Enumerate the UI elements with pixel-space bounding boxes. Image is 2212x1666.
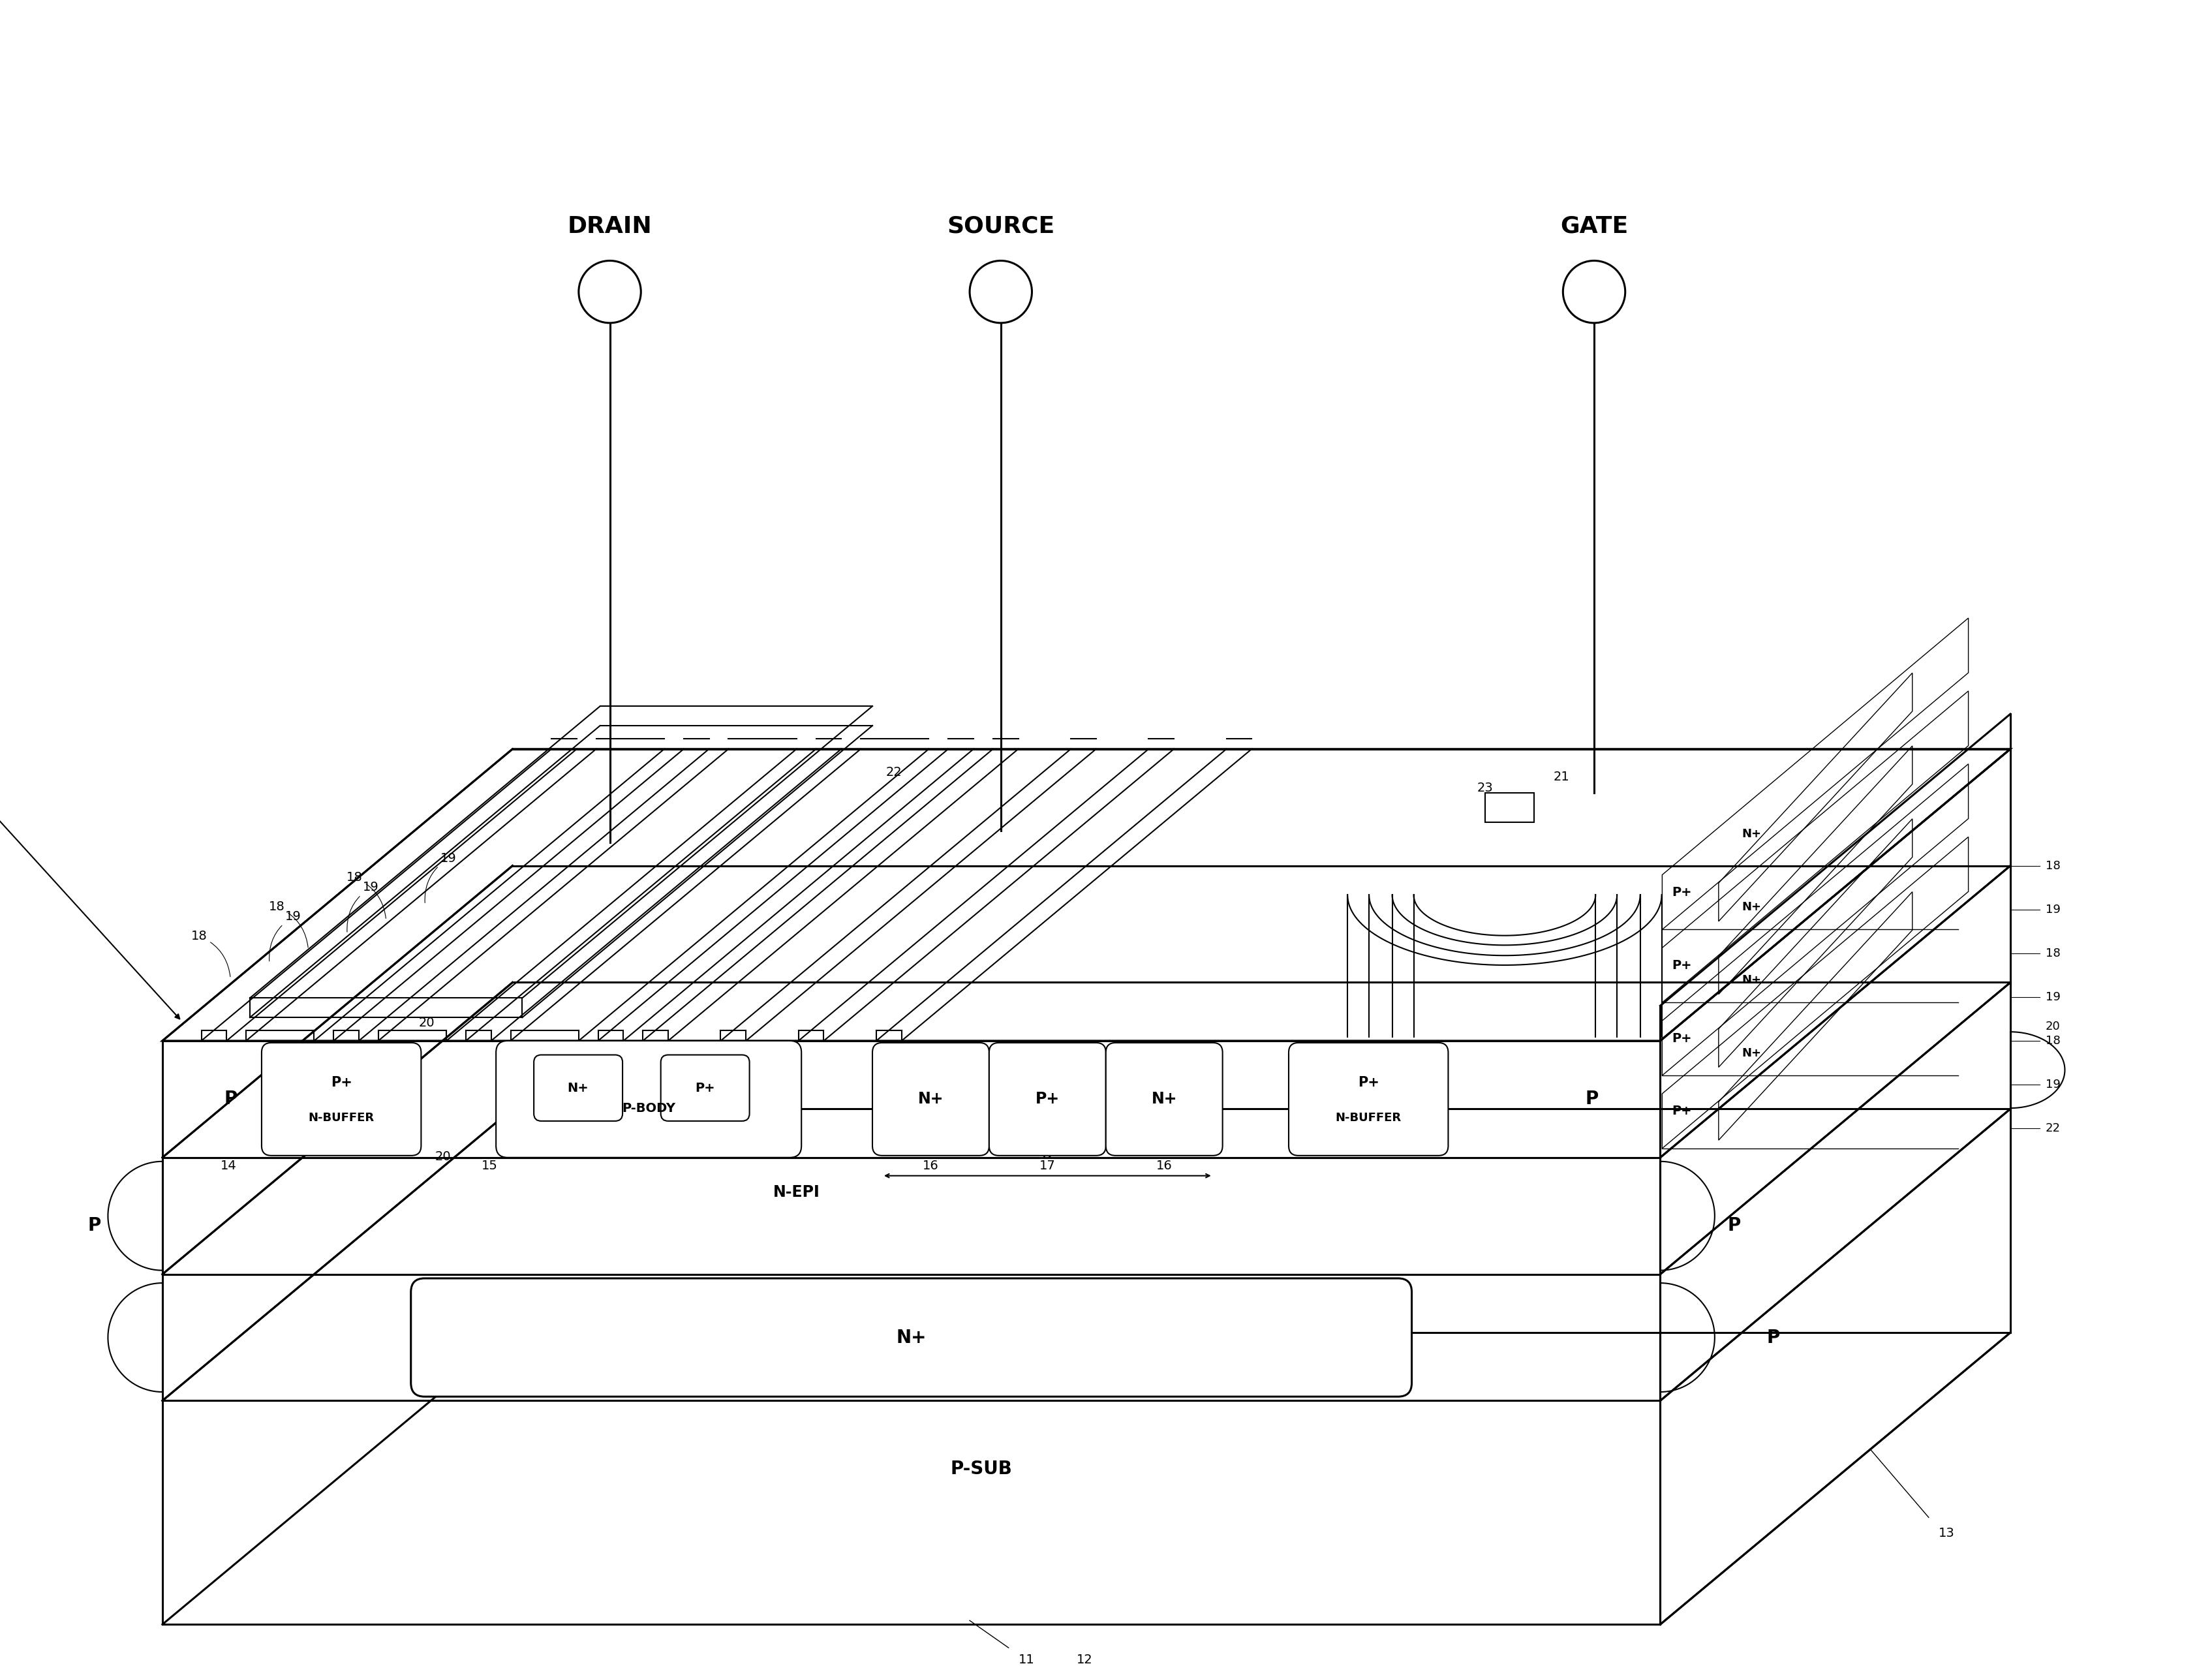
FancyBboxPatch shape — [533, 1055, 622, 1121]
FancyBboxPatch shape — [661, 1055, 750, 1121]
Text: 18: 18 — [190, 930, 230, 976]
FancyBboxPatch shape — [872, 1043, 989, 1156]
Text: 19: 19 — [2046, 903, 2059, 915]
Text: P+: P+ — [1035, 1091, 1060, 1106]
Text: GATE: GATE — [1559, 215, 1628, 237]
Text: 23: 23 — [1478, 781, 1493, 795]
Text: P+: P+ — [1672, 960, 1692, 971]
Text: P+: P+ — [330, 1076, 352, 1090]
Text: 21: 21 — [1553, 771, 1568, 783]
Text: N-EPI: N-EPI — [774, 1185, 821, 1201]
Text: P: P — [1586, 1090, 1599, 1108]
FancyBboxPatch shape — [1106, 1043, 1223, 1156]
Text: N+: N+ — [1741, 975, 1761, 986]
Text: P+: P+ — [1672, 886, 1692, 898]
Text: 20: 20 — [436, 1151, 451, 1163]
Text: P-SUB: P-SUB — [951, 1459, 1013, 1478]
Text: P: P — [1767, 1328, 1781, 1346]
Text: DRAIN: DRAIN — [568, 215, 653, 237]
Text: 13: 13 — [1938, 1528, 1955, 1539]
Text: d: d — [1042, 1146, 1053, 1163]
Text: 17: 17 — [1040, 1160, 1055, 1173]
Text: SOURCE: SOURCE — [947, 215, 1055, 237]
Text: 14: 14 — [221, 1160, 237, 1173]
Text: 22: 22 — [2046, 1123, 2059, 1135]
Text: N-BUFFER: N-BUFFER — [307, 1111, 374, 1123]
Text: N-BUFFER: N-BUFFER — [1336, 1111, 1402, 1123]
Text: P+: P+ — [1672, 1105, 1692, 1118]
Text: 20: 20 — [2046, 1020, 2059, 1031]
Text: N+: N+ — [1150, 1091, 1177, 1106]
FancyBboxPatch shape — [261, 1043, 420, 1156]
Text: 15: 15 — [482, 1160, 498, 1173]
Text: P-BODY: P-BODY — [622, 1103, 675, 1115]
Text: 19: 19 — [2046, 1078, 2059, 1091]
FancyBboxPatch shape — [411, 1278, 1411, 1396]
Text: N+: N+ — [918, 1091, 945, 1106]
Text: 19: 19 — [425, 851, 456, 903]
Text: 18: 18 — [2046, 948, 2059, 960]
Text: 18: 18 — [2046, 1035, 2059, 1046]
Text: 22: 22 — [885, 766, 902, 778]
Text: N+: N+ — [1741, 901, 1761, 913]
Text: P: P — [223, 1090, 237, 1108]
Text: 18: 18 — [270, 901, 307, 948]
Text: N+: N+ — [896, 1328, 927, 1346]
Text: 18: 18 — [347, 871, 385, 918]
Text: 16: 16 — [1157, 1160, 1172, 1173]
Text: P+: P+ — [1358, 1076, 1378, 1090]
Text: P: P — [1728, 1216, 1741, 1235]
Text: 20: 20 — [418, 1016, 436, 1030]
Text: 19: 19 — [347, 881, 378, 931]
FancyBboxPatch shape — [989, 1043, 1106, 1156]
Text: 11: 11 — [1018, 1654, 1035, 1666]
Text: P+: P+ — [1672, 1033, 1692, 1045]
Text: 12: 12 — [1077, 1654, 1093, 1666]
Text: 19: 19 — [2046, 991, 2059, 1003]
Text: 19: 19 — [270, 910, 301, 961]
Text: 18: 18 — [2046, 860, 2059, 871]
Text: N+: N+ — [568, 1081, 588, 1095]
Text: 16: 16 — [922, 1160, 938, 1173]
Text: P+: P+ — [695, 1081, 714, 1095]
FancyBboxPatch shape — [1290, 1043, 1449, 1156]
FancyBboxPatch shape — [495, 1041, 801, 1158]
Text: N+: N+ — [1741, 1048, 1761, 1060]
Text: N+: N+ — [1741, 828, 1761, 840]
Text: P: P — [88, 1216, 102, 1235]
